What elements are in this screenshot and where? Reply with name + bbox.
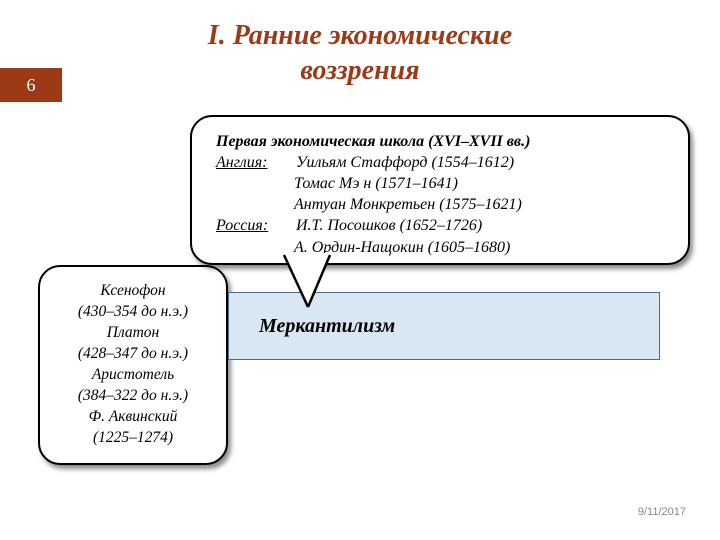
thinker-2-name: Платон (107, 324, 160, 341)
mercantilism-label: Меркантилизм (259, 315, 395, 338)
page-number-badge: 6 (0, 68, 62, 102)
page-number: 6 (27, 75, 36, 96)
title-line-2: воззрения (300, 55, 419, 86)
thinker-3-name: Аристотель (92, 366, 174, 383)
russia-label: Россия: (216, 215, 292, 236)
footer-date: 9/11/2017 (638, 506, 686, 518)
title-line-1: I. Ранние экономические (208, 20, 512, 51)
ancient-thinkers-text: Ксенофон (430–354 до н.э.) Платон (428–3… (78, 281, 188, 448)
thinker-3-dates: (384–322 до н.э.) (78, 387, 188, 404)
russia-person-2: А. Ордин-Нащокин (1605–1680) (216, 237, 668, 258)
thinker-4-name: Ф. Аквинский (89, 408, 178, 425)
england-person-1: Уильям Стаффорд (1554–1612) (296, 154, 514, 171)
thinker-1-name: Ксенофон (100, 282, 165, 299)
thinker-4-dates: (1225–1274) (93, 429, 173, 446)
slide-title: I. Ранние экономические воззрения (0, 0, 720, 88)
england-label: Англия: (216, 152, 292, 173)
russia-person-1: И.Т. Посошков (1652–1726) (296, 217, 482, 234)
thinker-1-dates: (430–354 до н.э.) (78, 303, 188, 320)
mercantilism-box: Меркантилизм (228, 292, 660, 360)
ancient-thinkers-callout: Ксенофон (430–354 до н.э.) Платон (428–3… (38, 265, 228, 465)
russia-row-1: Россия: И.Т. Посошков (1652–1726) (216, 215, 668, 236)
first-school-heading: Первая экономическая школа (XVI–XVII вв.… (216, 131, 668, 152)
england-row-1: Англия: Уильям Стаффорд (1554–1612) (216, 152, 668, 173)
england-person-2: Томас Мэ н (1571–1641) (216, 173, 668, 194)
england-person-3: Антуан Монкретьен (1575–1621) (216, 194, 668, 215)
first-school-callout: Первая экономическая школа (XVI–XVII вв.… (190, 115, 690, 265)
thinker-2-dates: (428–347 до н.э.) (78, 345, 188, 362)
